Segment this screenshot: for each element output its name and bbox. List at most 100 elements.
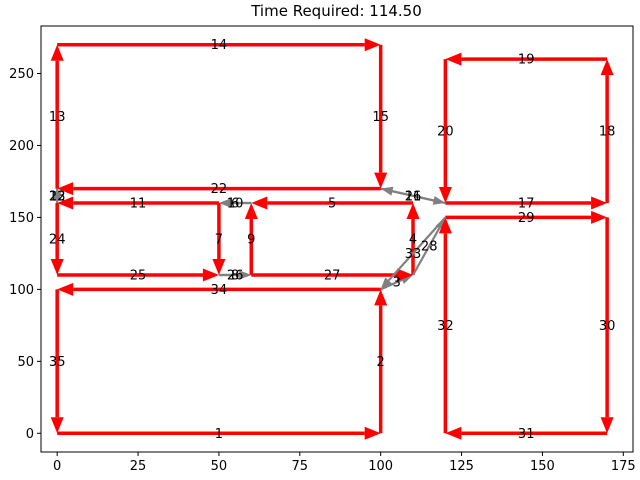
edge-arrowhead-33 — [380, 277, 392, 290]
plot-frame — [40, 25, 634, 453]
edge-33 — [380, 216, 447, 290]
edge-line-28 — [412, 227, 441, 276]
edge-arrowhead-15 — [374, 172, 388, 189]
edge-line-33 — [387, 216, 447, 282]
edge-label-26: 26 — [227, 269, 244, 284]
y-tick-label: 250 — [9, 67, 34, 82]
edge-4 — [406, 203, 420, 275]
edge-17 — [445, 196, 608, 210]
edge-arrowhead-35 — [50, 417, 64, 434]
edge-26 — [218, 270, 252, 280]
edge-7 — [212, 203, 226, 275]
x-tick-label: 50 — [211, 459, 228, 474]
edge-label-5: 5 — [328, 197, 336, 212]
edge-label-24: 24 — [49, 233, 66, 248]
y-tick-label: 50 — [17, 355, 34, 370]
edge-arrowhead-14 — [364, 38, 381, 52]
y-axis-ticks: 0 50 100 150 200 250 — [9, 67, 41, 442]
edge-14 — [57, 38, 381, 52]
edge-label-27: 27 — [324, 269, 341, 284]
x-tick-label: 75 — [292, 459, 309, 474]
edge-label-29: 29 — [518, 211, 535, 226]
edge-24 — [50, 203, 64, 275]
edge-34 — [57, 282, 381, 296]
edge-arrowhead-10 — [218, 198, 231, 208]
chart-title: Time Required: 114.50 — [250, 2, 422, 20]
edge-label-7: 7 — [215, 233, 223, 248]
edge-label-9: 9 — [247, 233, 255, 248]
edge-label-25: 25 — [130, 269, 147, 284]
edge-line-21 — [392, 190, 446, 205]
edge-line-3 — [380, 278, 403, 291]
edge-label-18: 18 — [599, 125, 616, 140]
edge-label-19: 19 — [518, 53, 535, 68]
edge-arrowhead-4 — [406, 203, 420, 219]
edge-29 — [445, 210, 608, 224]
edge-arrowhead-13 — [50, 44, 64, 61]
edge-31 — [445, 426, 608, 440]
edge-label-34: 34 — [211, 283, 228, 298]
edge-label-33: 33 — [405, 247, 422, 262]
edge-arrowhead-2 — [374, 289, 388, 306]
edge-arrowhead-23 — [52, 191, 62, 203]
edge-label-4: 4 — [409, 233, 417, 248]
edge-label-32: 32 — [437, 319, 454, 334]
edge-label-22: 22 — [211, 182, 228, 197]
edge-20 — [438, 59, 452, 203]
edge-arrowhead-26 — [239, 270, 252, 280]
edge-arrowhead-7 — [212, 259, 226, 275]
edge-arrowhead-18 — [600, 59, 614, 76]
edge-23 — [52, 188, 62, 203]
x-tick-label: 100 — [368, 459, 393, 474]
edge-arrowhead-25 — [202, 268, 219, 282]
x-tick-label: 25 — [130, 459, 147, 474]
edge-label-16: 16 — [405, 189, 422, 204]
edge-arrowhead-24 — [50, 259, 64, 275]
edge-35 — [50, 289, 64, 434]
edge-9 — [244, 203, 258, 275]
y-tick-label: 150 — [9, 211, 34, 226]
edge-arrowhead-32 — [438, 217, 452, 234]
edge-label-21: 21 — [405, 189, 422, 204]
edge-label-20: 20 — [437, 125, 454, 140]
edge-label-14: 14 — [211, 38, 228, 53]
edge-27 — [251, 268, 413, 282]
edge-label-8: 8 — [231, 269, 239, 284]
edges-layer — [50, 38, 614, 440]
edge-arrowhead-31 — [445, 426, 462, 440]
edge-arrowhead-30 — [600, 417, 614, 434]
edge-arrowhead-9 — [244, 203, 258, 219]
edge-arrowhead-21 — [380, 186, 394, 196]
edge-label-31: 31 — [518, 427, 535, 442]
edge-label-10: 10 — [227, 197, 244, 212]
y-tick-label: 0 — [26, 427, 34, 442]
edge-label-3: 3 — [393, 276, 401, 291]
x-tick-label: 125 — [449, 459, 474, 474]
edge-2 — [374, 289, 388, 434]
edge-18 — [600, 59, 614, 204]
edge-arrowhead-11 — [57, 196, 74, 210]
edge-label-28: 28 — [421, 240, 438, 255]
edge-arrowhead-5 — [251, 196, 268, 210]
edge-arrowhead-20 — [438, 187, 452, 203]
edge-arrowhead-27 — [397, 268, 413, 282]
edge-label-1: 1 — [215, 427, 223, 442]
edge-label-6: 6 — [231, 197, 239, 212]
edge-21 — [380, 186, 446, 205]
edge-label-11: 11 — [130, 197, 147, 212]
edge-arrowhead-29 — [591, 210, 608, 224]
edge-15 — [374, 44, 388, 189]
edge-arrowhead-22 — [57, 182, 74, 196]
edge-25 — [57, 268, 219, 282]
edge-32 — [438, 217, 452, 434]
edge-label-2: 2 — [377, 355, 385, 370]
edge-22 — [57, 182, 381, 196]
edge-30 — [600, 217, 614, 434]
edge-1 — [57, 426, 381, 440]
edge-13 — [50, 44, 64, 189]
edge-5 — [251, 196, 414, 210]
y-tick-label: 200 — [9, 139, 34, 154]
edge-label-30: 30 — [599, 319, 616, 334]
x-tick-label: 150 — [530, 459, 555, 474]
